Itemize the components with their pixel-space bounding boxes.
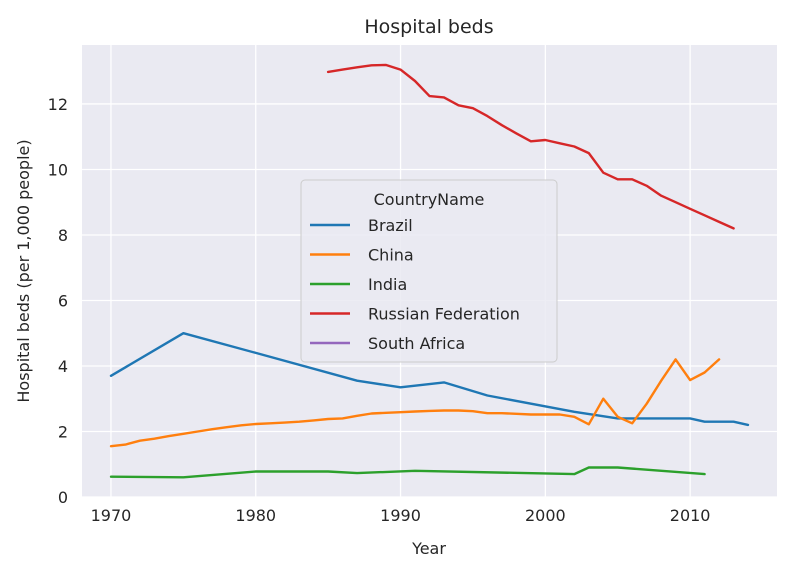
tick-labels: 1970 1980 1990 2000 2010 0 2 4 6 8 10 12	[48, 95, 711, 525]
x-tick-label: 1970	[91, 506, 132, 525]
legend-label-india: India	[368, 275, 407, 294]
legend-items: Brazil China India Russian Federation South …	[310, 216, 520, 353]
legend-title: CountryName	[374, 190, 485, 209]
series-line-india	[109, 466, 706, 479]
series-lines	[109, 63, 750, 479]
legend: CountryName Brazil China India Russian Fede…	[300, 179, 558, 363]
x-axis-title: Year	[411, 539, 446, 558]
series-line-russian-federation	[326, 63, 735, 230]
y-tick-label: 4	[58, 357, 68, 376]
x-tick-label: 2000	[525, 506, 566, 525]
chart-title: Hospital beds	[364, 16, 493, 38]
y-tick-label: 8	[58, 226, 68, 245]
legend-label-south-africa: South Africa	[368, 334, 465, 353]
y-tick-label: 2	[58, 422, 68, 441]
y-tick-label: 6	[58, 291, 68, 310]
y-tick-label: 0	[58, 488, 68, 507]
legend-label-china: China	[368, 246, 414, 265]
legend-box	[300, 179, 558, 363]
y-axis-title: Hospital beds (per 1,000 people)	[14, 139, 33, 402]
legend-label-russian-federation: Russian Federation	[368, 305, 520, 324]
x-tick-label: 1990	[380, 506, 421, 525]
series-line-china	[109, 358, 721, 448]
series-line-brazil	[109, 332, 750, 427]
legend-label-brazil: Brazil	[368, 216, 413, 235]
x-tick-label: 1980	[235, 506, 276, 525]
y-tick-label: 10	[48, 160, 68, 179]
y-tick-label: 12	[48, 95, 68, 114]
x-tick-label: 2010	[670, 506, 711, 525]
